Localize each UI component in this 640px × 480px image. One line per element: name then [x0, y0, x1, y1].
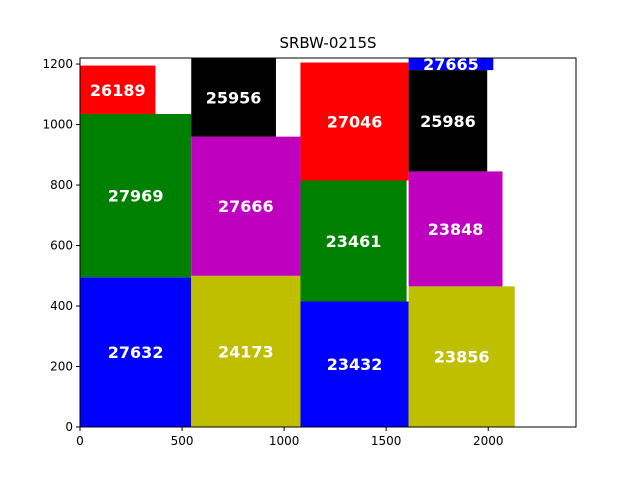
piece-rect-23848 — [408, 171, 503, 287]
piece-label: 27665 — [423, 55, 479, 74]
piece-rect-26189 — [80, 65, 156, 114]
x-tick-label: 500 — [171, 434, 194, 448]
piece-label: 23432 — [327, 355, 383, 374]
piece-label: 26189 — [90, 81, 146, 100]
y-tick-label: 0 — [65, 420, 73, 434]
y-axis: 0 200 400 600 800 1000 1200 — [42, 57, 80, 434]
y-tick-label: 400 — [50, 299, 73, 313]
piece-rect-27632 — [80, 277, 192, 427]
piece-rect-25956 — [191, 58, 276, 137]
piece-label: 23461 — [326, 232, 382, 251]
piece-rect-27969 — [80, 113, 192, 278]
piece-label: 27632 — [108, 343, 164, 362]
piece-rect-27046 — [300, 62, 409, 181]
y-tick-label: 1000 — [42, 118, 73, 132]
axes-frame — [79, 57, 577, 428]
chart-title: SRBW-0215S — [279, 34, 376, 52]
piece-rect-23856 — [408, 286, 515, 427]
piece-label: 27666 — [218, 197, 274, 216]
rectangles-group: 27632 27969 26189 24173 27666 25956 23432 23461… — [80, 55, 515, 427]
piece-label: 27046 — [327, 113, 383, 132]
piece-rect-27666 — [191, 136, 301, 276]
y-tick-label: 800 — [50, 178, 73, 192]
piece-rect-23432 — [300, 301, 409, 427]
y-tick-label: 600 — [50, 239, 73, 253]
piece-label: 23848 — [428, 220, 484, 239]
piece-rect-23461 — [300, 180, 407, 302]
x-tick-label: 1000 — [269, 434, 300, 448]
x-tick-label: 0 — [76, 434, 84, 448]
piece-label: 25956 — [206, 88, 262, 107]
x-tick-label: 2000 — [473, 434, 504, 448]
piece-label: 24173 — [218, 342, 274, 361]
x-tick-label: 1500 — [371, 434, 402, 448]
x-axis: 0 500 1000 1500 2000 — [76, 427, 504, 448]
piece-label: 27969 — [108, 187, 164, 206]
piece-rect-24173 — [191, 275, 301, 427]
y-tick-label: 200 — [50, 360, 73, 374]
piece-label: 23856 — [434, 348, 490, 367]
piece-rect-25986 — [408, 70, 488, 172]
y-tick-label: 1200 — [42, 57, 73, 71]
piece-label: 25986 — [420, 112, 476, 131]
piece-rect-27665 — [408, 58, 494, 71]
